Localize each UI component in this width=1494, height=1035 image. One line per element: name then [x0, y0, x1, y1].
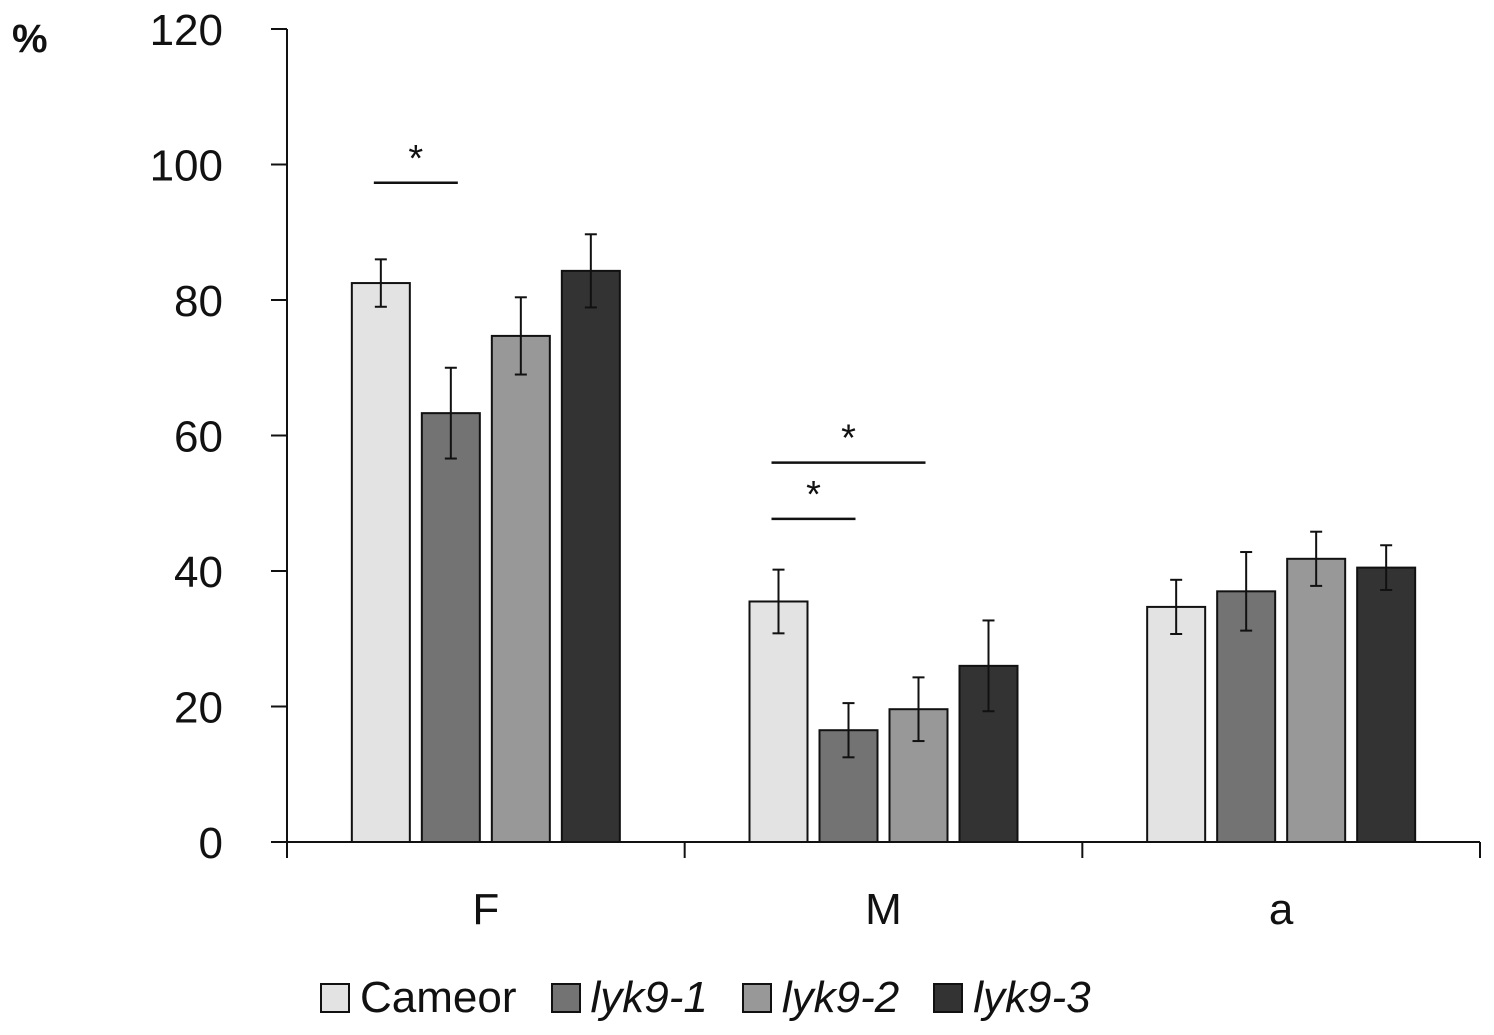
y-tick-label: 100 — [150, 142, 223, 191]
bar — [748, 600, 809, 843]
legend-item: lyk9-1 — [550, 973, 708, 1022]
y-tick-label: 0 — [199, 819, 223, 868]
bar — [560, 269, 621, 843]
bar — [1146, 605, 1207, 843]
bar — [1356, 566, 1417, 843]
legend-item: lyk9-3 — [933, 973, 1091, 1022]
x-tick-label: a — [1269, 885, 1294, 934]
legend-label: lyk9-3 — [973, 973, 1091, 1022]
legend-swatch — [320, 983, 350, 1013]
significance-marker: * — [408, 138, 423, 180]
legend-swatch — [933, 983, 964, 1013]
y-tick-label: 80 — [174, 277, 223, 326]
bar — [490, 334, 551, 843]
bar — [1216, 590, 1277, 844]
legend: Cameor lyk9-1 lyk9-2 lyk9-3 — [320, 970, 1091, 1026]
x-tick-label: F — [472, 885, 499, 934]
y-tick-label: 40 — [174, 548, 223, 597]
y-axis-label: % — [12, 17, 48, 61]
legend-label: lyk9-2 — [781, 973, 900, 1022]
y-tick-label: 120 — [150, 6, 223, 55]
legend-label: lyk9-1 — [590, 973, 708, 1022]
legend-item: lyk9-2 — [741, 973, 900, 1022]
bar — [1286, 557, 1347, 843]
significance-marker: * — [841, 418, 856, 460]
legend-item: Cameor — [320, 976, 517, 1020]
legend-label: Cameor — [360, 973, 517, 1022]
significance-marker: * — [806, 474, 821, 516]
legend-swatch — [741, 983, 772, 1013]
y-tick-label: 60 — [174, 413, 223, 462]
y-tick-label: 20 — [174, 684, 223, 733]
bar — [350, 282, 411, 843]
legend-swatch — [550, 983, 581, 1013]
x-tick-label: M — [865, 885, 902, 934]
bar — [420, 412, 481, 843]
